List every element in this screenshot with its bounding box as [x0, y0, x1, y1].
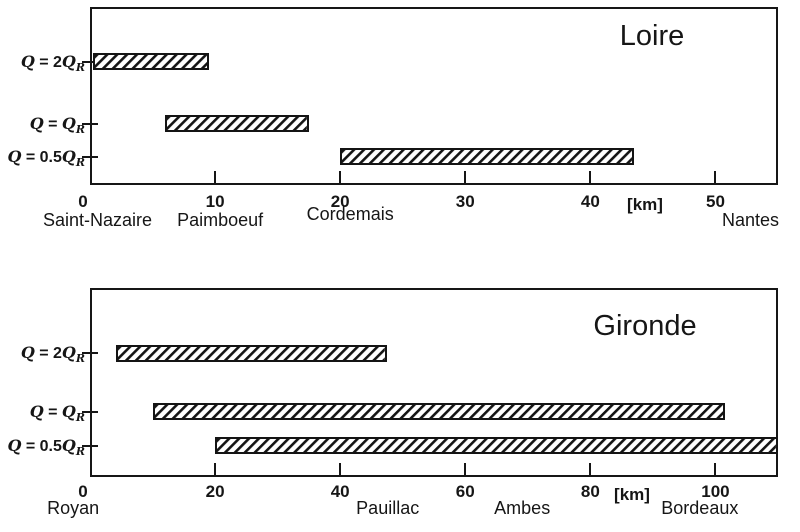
q-symbol: Q — [61, 343, 76, 362]
y-tick-q-05qr — [82, 444, 98, 447]
range-bar-q-2qr — [116, 344, 388, 362]
y-tick-q-2qr — [82, 352, 98, 354]
x-tick-label-100: 100 — [701, 482, 730, 501]
loire-chart: Loire Q = 2QR Q = QR Q = 0.5QR 0 10 20 30 40 50 [k… — [0, 7, 779, 230]
x-tick-30 — [464, 171, 467, 183]
x-tick-20 — [339, 171, 342, 183]
location-label-nantes: Nantes — [721, 210, 779, 230]
q-symbol: Q — [61, 435, 76, 455]
x-tick-40 — [339, 463, 342, 475]
q-subscript: R — [75, 410, 85, 424]
x-tick-60 — [464, 463, 467, 475]
y-axis-label-q-05qr: Q = 0.5QR — [0, 434, 85, 458]
x-tick-40 — [589, 171, 592, 183]
q-subscript: R — [75, 122, 85, 136]
q-symbol: Q — [61, 51, 76, 71]
x-tick-label-0: 0 — [78, 192, 88, 211]
q-text: = 2 — [34, 53, 62, 71]
bar-hatch — [167, 117, 307, 130]
x-tick-10 — [214, 171, 217, 183]
q-subscript: R — [75, 155, 85, 169]
x-tick-20 — [214, 463, 217, 475]
bar-hatch — [154, 405, 723, 418]
x-tick-label-40: 40 — [580, 192, 600, 211]
location-label-pauillac: Pauillac — [356, 498, 420, 518]
location-label-paimboeuf: Paimboeuf — [177, 210, 264, 230]
q-symbol: Q — [7, 146, 22, 166]
bar-hatch — [118, 346, 386, 360]
q-symbol: Q — [20, 343, 35, 362]
x-tick-label-80: 80 — [580, 482, 600, 501]
range-bar-q-2qr — [92, 53, 209, 70]
range-bar-q-qr — [165, 115, 309, 132]
y-axis-label-q-2qr: Q = 2QR — [0, 341, 85, 365]
chart-title: Loire — [619, 20, 685, 52]
km-unit-label: [km] — [614, 485, 650, 504]
x-tick-label-20: 20 — [205, 482, 225, 501]
x-tick-label-40: 40 — [330, 482, 350, 501]
range-bar-q-qr — [152, 403, 725, 420]
location-label-cordemais: Cordemais — [306, 204, 394, 224]
range-bar-q-05qr — [215, 437, 778, 454]
q-symbol: Q — [20, 51, 35, 71]
km-unit-label: [km] — [627, 195, 663, 214]
q-subscript: R — [75, 60, 85, 74]
y-tick-q-qr — [82, 122, 98, 125]
y-tick-q-qr — [82, 410, 98, 413]
q-subscript: R — [75, 352, 85, 365]
bar-hatch — [94, 55, 207, 68]
q-symbol: Q — [61, 113, 76, 133]
q-symbol: Q — [61, 401, 76, 421]
y-tick-q-2qr — [82, 60, 98, 63]
range-bar-q-05qr — [340, 148, 635, 165]
bar-hatch — [342, 150, 633, 163]
y-axis-label-q-2qr: Q = 2QR — [0, 50, 85, 74]
q-text: = 2 — [34, 345, 62, 362]
bar-hatch — [217, 439, 776, 452]
q-text: = 0.5 — [21, 437, 62, 455]
y-axis-label-q-qr: Q = QR — [0, 400, 85, 424]
q-text: = — [43, 403, 62, 421]
q-symbol: Q — [29, 113, 44, 133]
chart-title: Gironde — [593, 310, 697, 342]
location-label-bordeaux: Bordeaux — [661, 498, 739, 518]
location-label-royan: Royan — [47, 498, 100, 518]
q-text: = 0.5 — [21, 148, 62, 166]
x-tick-label-30: 30 — [455, 192, 475, 211]
x-tick-100 — [714, 463, 717, 475]
q-text: = — [43, 115, 62, 133]
x-tick-80 — [589, 463, 592, 475]
x-tick-label-50: 50 — [705, 192, 725, 211]
q-subscript: R — [75, 444, 85, 458]
q-symbol: Q — [61, 146, 76, 166]
gironde-chart: Gironde Q = 2QR Q = QR Q = 0.5QR 0 20 40 60 80 10… — [0, 266, 800, 532]
location-label-ambes: Ambes — [494, 498, 551, 518]
y-axis-label-q-qr: Q = QR — [0, 112, 85, 136]
x-tick-label-20: 20 — [330, 192, 350, 211]
x-tick-label-0: 0 — [78, 482, 88, 501]
x-tick-label-10: 10 — [205, 192, 225, 211]
q-symbol: Q — [7, 435, 22, 455]
x-tick-50 — [714, 171, 717, 183]
y-axis-label-q-05qr: Q = 0.5QR — [0, 145, 85, 169]
location-label-saint-nazaire: Saint-Nazaire — [42, 210, 153, 230]
q-symbol: Q — [29, 401, 44, 421]
x-tick-label-60: 60 — [455, 482, 475, 501]
y-tick-q-05qr — [82, 155, 98, 158]
